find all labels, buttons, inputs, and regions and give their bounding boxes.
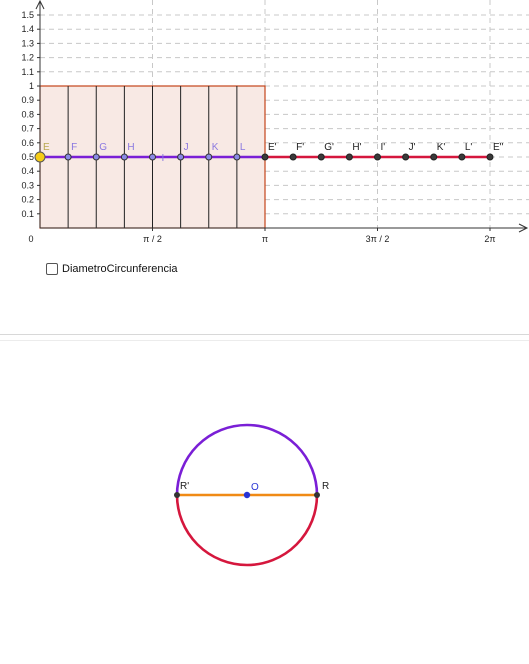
y-tick-label: 0.9	[21, 95, 34, 105]
point-right[interactable]	[402, 153, 410, 161]
bottom-semicircle-arc	[175, 494, 319, 567]
y-tick-label: 1.1	[21, 67, 34, 77]
circle-view[interactable]: R' R O	[0, 345, 529, 664]
graph-view[interactable]: 0.1 0.2 0.3 0.4 0.5 0.6 0.7 0.8 0.9 1 1.1 1.2 1.3 1.4…	[0, 0, 529, 250]
point-label: H'	[352, 142, 361, 153]
point-k[interactable]	[205, 153, 213, 161]
point-label: E''	[493, 142, 504, 153]
point-label: E'	[268, 142, 277, 153]
point-label: F	[71, 142, 77, 153]
x-axis-tick-labels: 0 π / 2 π 3π / 2 2π	[28, 228, 496, 244]
y-tick-label: 0.8	[21, 109, 34, 119]
checkbox-row[interactable]: DiametroCircunferencia	[46, 261, 178, 277]
y-tick-label: 1.2	[21, 53, 34, 63]
points[interactable]: E F G H I J K L E' F' G' H' I' J' K' L' E''	[34, 142, 504, 164]
y-tick-label: 0.1	[21, 209, 34, 219]
y-tick-label: 1	[29, 81, 34, 91]
point-h[interactable]	[120, 153, 128, 161]
point-label: J	[184, 142, 189, 153]
point-right[interactable]	[458, 153, 466, 161]
point-right[interactable]	[261, 153, 269, 161]
point-right[interactable]	[345, 153, 353, 161]
point-label: F'	[296, 142, 304, 153]
point-r-label: R	[322, 481, 329, 492]
point-label: I	[162, 153, 165, 164]
x-axis-arrow	[518, 223, 529, 233]
x-tick-label: 2π	[484, 234, 495, 244]
point-label: E	[43, 142, 50, 153]
point-label: I'	[381, 142, 386, 153]
point-label: K'	[437, 142, 446, 153]
point-label: K	[212, 142, 219, 153]
point-g[interactable]	[92, 153, 100, 161]
y-tick-label: 1.5	[21, 10, 34, 20]
point-right[interactable]	[486, 153, 494, 161]
center-point-label: O	[251, 482, 259, 493]
point-label: G'	[324, 142, 334, 153]
point-label: L	[240, 142, 246, 153]
point-right[interactable]	[430, 153, 438, 161]
point-label: G	[99, 142, 107, 153]
center-point[interactable]	[243, 491, 251, 499]
y-tick-label: 0.3	[21, 180, 34, 190]
point-r-prime-label: R'	[180, 481, 189, 492]
point-right[interactable]	[374, 153, 381, 161]
x-tick-label: π	[262, 234, 268, 244]
y-tick-label: 0.2	[21, 195, 34, 205]
point-f[interactable]	[64, 153, 72, 161]
view-divider	[0, 334, 529, 335]
y-axis-arrow	[35, 0, 45, 10]
y-axis-tick-labels: 0.1 0.2 0.3 0.4 0.5 0.6 0.7 0.8 0.9 1 1.1 1.2 1.3 1.4…	[21, 10, 40, 219]
point-label: H	[127, 142, 134, 153]
view-divider-shadow	[0, 340, 529, 341]
x-tick-label: 3π / 2	[366, 234, 390, 244]
point-r-prime[interactable]	[174, 492, 180, 498]
point-i[interactable]	[149, 153, 156, 161]
y-tick-label: 0.4	[21, 166, 34, 176]
point-right[interactable]	[289, 153, 297, 161]
y-tick-label: 1.3	[21, 38, 34, 48]
point-right[interactable]	[317, 153, 325, 161]
point-j[interactable]	[177, 153, 185, 161]
x-tick-label: 0	[28, 234, 33, 244]
axes	[35, 0, 529, 233]
x-tick-label: π / 2	[143, 234, 162, 244]
checkbox-label: DiametroCircunferencia	[62, 263, 178, 275]
point-label: J'	[409, 142, 416, 153]
y-tick-label: 0.5	[21, 152, 34, 162]
point-e-draggable[interactable]	[34, 151, 46, 163]
top-semicircle-arc	[175, 423, 319, 496]
point-r[interactable]	[314, 492, 320, 498]
y-tick-label: 1.4	[21, 24, 34, 34]
diametro-checkbox[interactable]	[46, 263, 58, 275]
y-tick-label: 0.6	[21, 138, 34, 148]
y-tick-label: 0.7	[21, 124, 34, 134]
point-label: L'	[465, 142, 473, 153]
point-l[interactable]	[233, 153, 241, 161]
